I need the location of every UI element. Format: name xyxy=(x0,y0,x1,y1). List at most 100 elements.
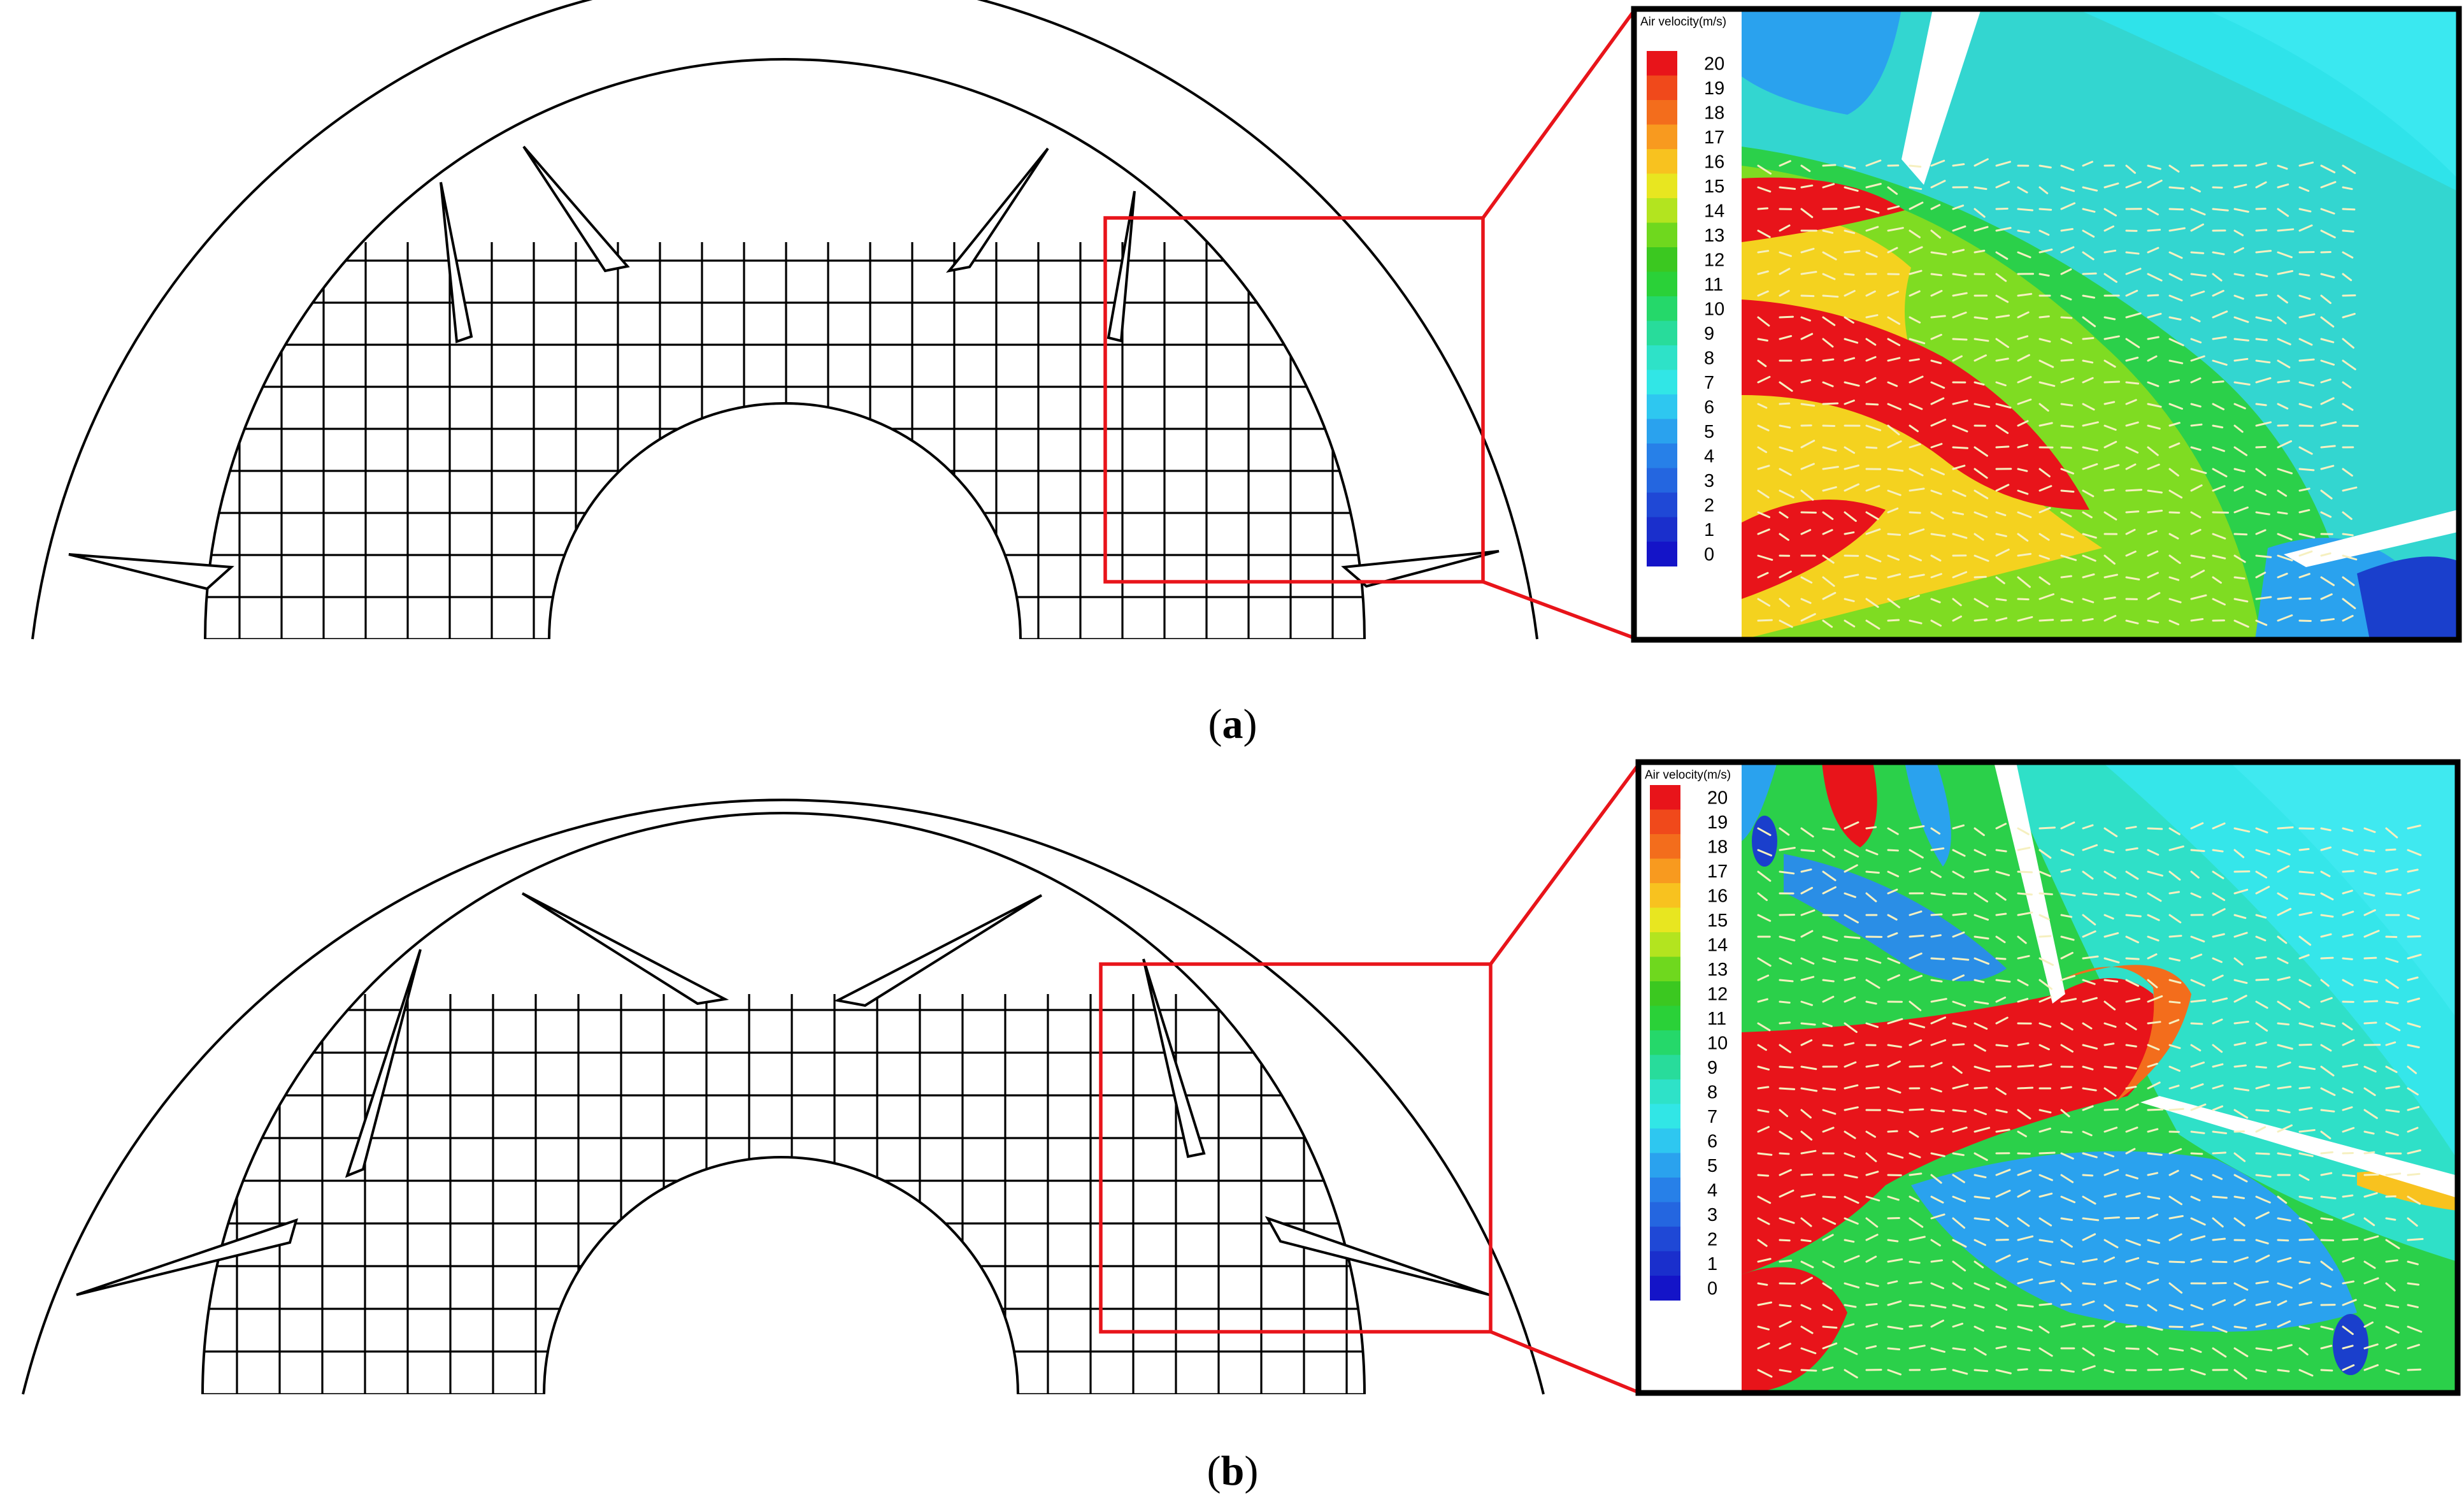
velocity-vector xyxy=(1800,1239,1812,1243)
velocity-vector xyxy=(1757,270,1769,275)
velocity-vector xyxy=(2060,1369,2075,1373)
velocity-vector xyxy=(1779,186,1796,190)
velocity-vector xyxy=(1909,358,1920,362)
velocity-vector xyxy=(1800,489,1814,501)
velocity-vector xyxy=(1800,849,1816,853)
velocity-vector xyxy=(2255,1152,2270,1155)
velocity-vector xyxy=(1800,1087,1818,1092)
velocity-vector xyxy=(2277,1257,2292,1263)
legend-title-a: Air velocity(m/s) xyxy=(1640,15,1726,29)
velocity-vector xyxy=(2298,313,2316,319)
velocity-vector xyxy=(2277,511,2288,515)
velocity-vector xyxy=(1822,957,1837,963)
velocity-vector xyxy=(1995,996,2007,1003)
velocity-vector xyxy=(1757,316,1770,327)
velocity-vector xyxy=(2233,294,2244,300)
velocity-vector xyxy=(1800,440,1816,449)
velocity-vector xyxy=(2168,379,2180,384)
velocity-vector xyxy=(2255,1301,2272,1306)
velocity-vector xyxy=(1909,1152,1921,1158)
velocity-vector xyxy=(1930,979,1943,983)
velocity-vector xyxy=(2363,1277,2379,1285)
velocity-vector xyxy=(2277,935,2288,944)
velocity-vector xyxy=(2342,1213,2355,1220)
hub-arc xyxy=(543,1156,1019,1395)
velocity-vector xyxy=(1779,1130,1793,1140)
velocity-vector xyxy=(2147,179,2163,189)
legend-tick-label: 18 xyxy=(1707,837,1728,857)
velocity-vector xyxy=(2277,1022,2290,1026)
velocity-vector xyxy=(2407,1304,2419,1308)
velocity-vector xyxy=(1757,1342,1770,1350)
velocity-vector xyxy=(1844,1347,1858,1355)
legend-tick-label: 20 xyxy=(1704,54,1724,74)
velocity-vector xyxy=(2125,1325,2137,1328)
velocity-vector xyxy=(1909,338,1926,345)
velocity-vector xyxy=(2125,892,2137,898)
velocity-vector xyxy=(2212,424,2224,429)
zoom-connector-top-a xyxy=(1481,10,1636,219)
velocity-vector xyxy=(1887,619,1900,622)
velocity-vector xyxy=(1887,205,1900,210)
velocity-vector xyxy=(1952,1217,1966,1229)
velocity-vector xyxy=(2212,359,2228,366)
velocity-vector xyxy=(1930,573,1942,579)
velocity-vector xyxy=(2125,312,2142,319)
velocity-vector xyxy=(1952,1152,1965,1157)
velocity-vector xyxy=(1973,869,1989,873)
legend-swatch xyxy=(1647,419,1677,444)
velocity-vector xyxy=(2407,1065,2417,1074)
velocity-vector xyxy=(1844,1106,1859,1111)
velocity-vector xyxy=(2038,485,2052,492)
velocity-vector xyxy=(1757,250,1770,254)
velocity-vector xyxy=(1822,273,1836,280)
velocity-vector xyxy=(1779,1304,1792,1308)
velocity-vector xyxy=(2320,870,2331,877)
velocity-vector xyxy=(2212,576,2222,584)
velocity-vector xyxy=(1909,375,1924,384)
velocity-vector xyxy=(1757,1126,1770,1133)
velocity-vector xyxy=(2125,1044,2137,1048)
velocity-vector xyxy=(2212,908,2226,916)
velocity-vector xyxy=(2342,1127,2355,1133)
velocity-vector xyxy=(2212,403,2225,410)
velocity-vector xyxy=(1973,1282,1990,1290)
velocity-vector xyxy=(2233,827,2251,833)
velocity-vector xyxy=(1973,403,1991,408)
velocity-vector xyxy=(2363,1087,2376,1097)
velocity-vector xyxy=(1973,186,1988,191)
velocity-vector xyxy=(2147,892,2162,902)
velocity-vector xyxy=(2233,184,2247,189)
velocity-vector xyxy=(2320,846,2332,851)
velocity-vector xyxy=(2407,1022,2421,1028)
velocity-vector xyxy=(1800,1173,1814,1176)
velocity-vector xyxy=(2082,824,2094,830)
velocity-vector xyxy=(2190,1195,2201,1202)
velocity-vector xyxy=(1887,888,1898,895)
velocity-vector xyxy=(2147,1152,2163,1156)
velocity-vector xyxy=(1844,1130,1856,1139)
velocity-vector xyxy=(2363,909,2376,916)
velocity-vector xyxy=(1973,1325,1984,1332)
velocity-vector xyxy=(2038,208,2052,211)
velocity-vector xyxy=(2147,1304,2158,1312)
velocity-vector xyxy=(1822,576,1835,588)
velocity-vector xyxy=(2060,1282,2072,1292)
velocity-vector xyxy=(2320,1195,2337,1200)
velocity-vector xyxy=(2277,826,2294,830)
velocity-vector xyxy=(2298,1022,2314,1028)
velocity-vector xyxy=(2212,849,2224,853)
velocity-vector xyxy=(1930,1062,1943,1068)
velocity-vector xyxy=(2038,1192,2053,1198)
velocity-vector xyxy=(2212,974,2224,981)
velocity-vector xyxy=(1844,864,1858,873)
velocity-vector xyxy=(2125,1192,2141,1198)
velocity-vector xyxy=(2038,1174,2053,1181)
velocity-vector xyxy=(2168,914,2182,924)
velocity-vector xyxy=(1887,468,1904,472)
blade-a2 xyxy=(440,182,473,343)
velocity-vector xyxy=(2060,849,2075,856)
velocity-vector xyxy=(1865,159,1882,167)
velocity-vector xyxy=(1973,1152,1988,1161)
legend-swatch xyxy=(1650,809,1680,835)
